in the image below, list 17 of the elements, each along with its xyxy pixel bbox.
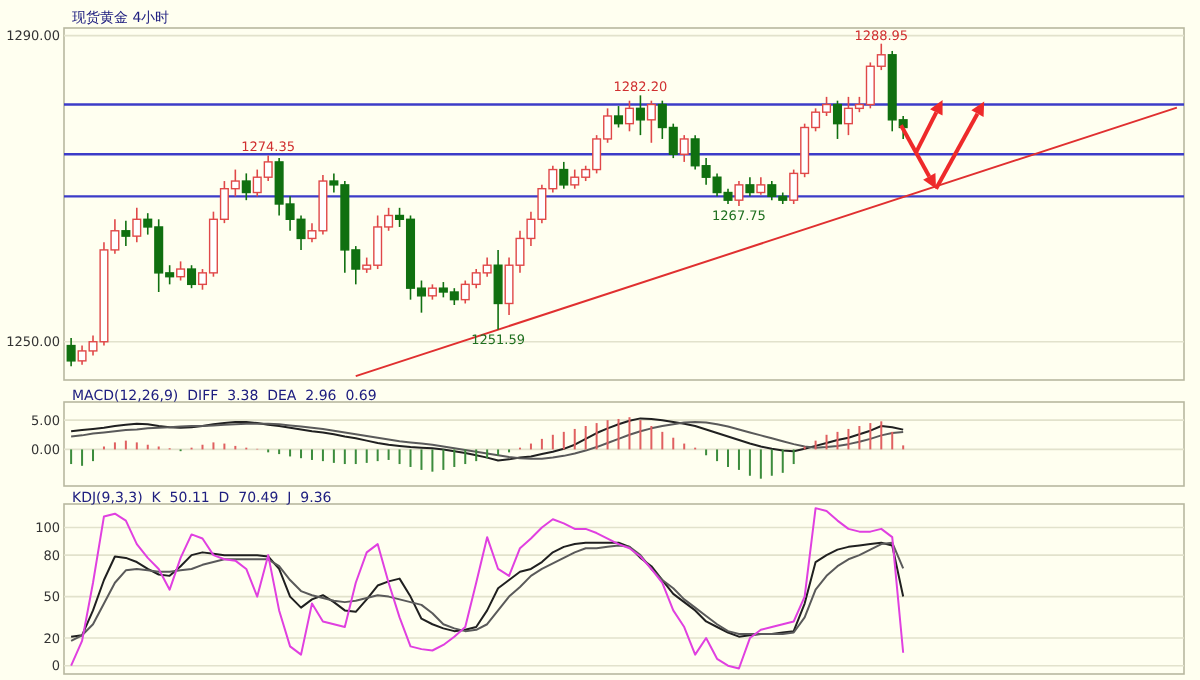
candlestick — [187, 264, 197, 289]
candlestick — [493, 249, 503, 331]
candlestick — [121, 220, 131, 247]
candlestick — [832, 99, 843, 140]
line-series — [70, 507, 905, 670]
candlestick — [646, 99, 656, 144]
candlestick — [679, 134, 689, 163]
candlestick — [734, 180, 744, 207]
candlestick — [635, 94, 645, 136]
candlestick — [745, 176, 755, 198]
candlestick — [241, 172, 251, 201]
candlestick — [132, 207, 142, 244]
candlestick — [66, 337, 76, 368]
candlestick — [176, 260, 186, 282]
candlestick — [559, 161, 569, 190]
candlestick — [613, 105, 624, 129]
candlestick — [624, 99, 635, 133]
